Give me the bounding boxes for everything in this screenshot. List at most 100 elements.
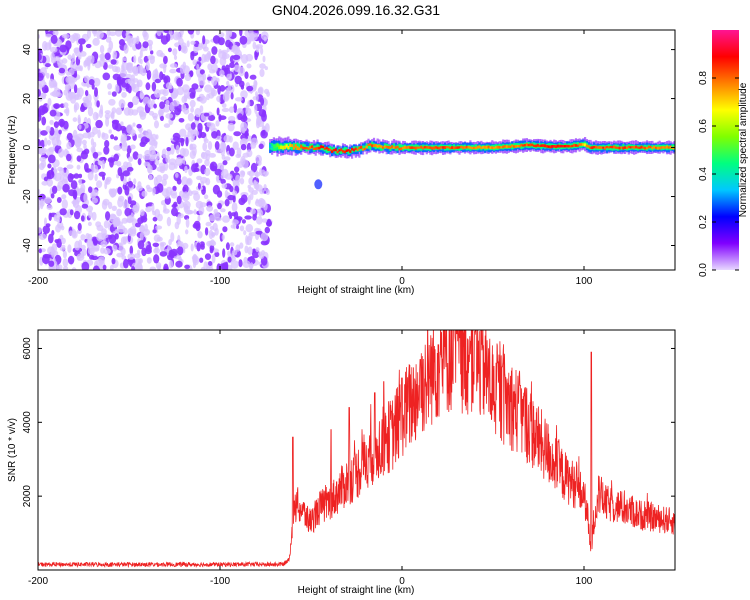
track-cell: [516, 144, 519, 148]
noise-blob: [234, 97, 243, 102]
noise-blob: [107, 91, 112, 96]
track-cell: [560, 144, 563, 148]
noise-blob: [59, 208, 67, 216]
noise-blob: [197, 122, 203, 133]
noise-blob: [149, 156, 156, 162]
noise-blob: [66, 132, 73, 141]
track-cell: [616, 146, 619, 149]
noise-blob: [101, 200, 108, 210]
noise-blob: [208, 229, 214, 240]
noise-blob: [210, 239, 215, 247]
track-cell: [429, 146, 432, 149]
track-cell: [314, 147, 317, 150]
noise-blob: [145, 244, 152, 252]
noise-blob: [38, 128, 42, 138]
noise-blob: [257, 86, 264, 96]
noise-blob: [183, 107, 190, 115]
noise-blob: [82, 248, 87, 256]
track-cell: [598, 146, 601, 149]
spectrogram-frame: [37, 29, 676, 271]
noise-blob: [196, 242, 201, 252]
x-tick-label: 100: [576, 276, 593, 287]
noise-blob: [206, 50, 211, 60]
track-cell: [280, 145, 283, 150]
noise-blob: [219, 85, 226, 92]
noise-blob: [142, 130, 147, 135]
track-cell: [529, 143, 532, 147]
noise-blob: [118, 99, 126, 109]
noise-blob: [92, 265, 101, 270]
y-tick-label: 20: [22, 93, 33, 105]
track-cell: [269, 144, 272, 148]
noise-blob: [239, 80, 245, 88]
noise-blob: [219, 56, 227, 66]
noise-blob: [91, 255, 99, 261]
noise-blob: [180, 30, 184, 36]
track-cell: [334, 149, 337, 154]
noise-blob: [230, 92, 234, 100]
noise-blob: [77, 222, 82, 231]
noise-blob: [227, 194, 236, 201]
track-cell: [343, 147, 346, 153]
track-cell: [551, 145, 554, 148]
noise-blob: [214, 141, 220, 150]
noise-blob: [184, 264, 191, 269]
noise-blob: [47, 139, 51, 146]
noise-blob: [259, 203, 265, 209]
track-cell: [309, 146, 312, 149]
noise-blob: [131, 266, 136, 270]
noise-blob: [208, 153, 216, 158]
track-cell: [513, 145, 516, 148]
noise-blob: [139, 92, 145, 99]
noise-blob: [170, 232, 175, 242]
noise-blob: [190, 106, 195, 113]
noise-blob: [168, 239, 172, 246]
noise-blob: [153, 254, 160, 264]
noise-blob: [206, 93, 210, 101]
noise-blob: [93, 77, 101, 87]
track-cell: [523, 143, 527, 147]
noise-blob: [97, 129, 101, 139]
noise-blob: [40, 159, 47, 169]
noise-blob: [141, 190, 148, 197]
track-cell: [591, 146, 594, 150]
track-cell: [647, 145, 650, 149]
noise-blob: [74, 240, 81, 251]
noise-blob: [94, 87, 98, 98]
track-cell: [283, 145, 286, 150]
y-tick-label: 4000: [22, 411, 33, 434]
noise-blob: [156, 166, 165, 172]
noise-blob: [260, 97, 265, 106]
noise-blob: [111, 257, 116, 265]
noise-blob: [182, 184, 189, 194]
noise-blob: [126, 166, 134, 172]
track-cell: [462, 146, 465, 150]
noise-blob: [122, 200, 130, 209]
noise-blob: [135, 38, 140, 45]
noise-blob: [111, 91, 117, 97]
noise-blob: [198, 56, 202, 62]
noise-blob: [38, 189, 41, 195]
noise-blob: [228, 106, 235, 113]
track-cell: [272, 144, 275, 149]
noise-blob: [240, 90, 248, 99]
noise-blob: [163, 123, 171, 128]
track-cell: [520, 143, 523, 147]
noise-blob: [217, 85, 221, 95]
noise-blob: [96, 100, 100, 108]
noise-blob: [164, 75, 171, 84]
x-tick-label: 0: [399, 276, 405, 287]
track-cell: [340, 148, 343, 152]
track-cell: [362, 145, 365, 151]
noise-blob: [132, 78, 139, 83]
track-cell: [296, 146, 299, 150]
noise-blob: [149, 43, 153, 52]
track-cell: [360, 145, 363, 149]
noise-blob: [62, 183, 70, 193]
y-tick-label: -40: [22, 238, 33, 253]
noise-blob: [146, 187, 153, 193]
noise-blob: [122, 57, 128, 62]
track-cell: [602, 146, 605, 149]
noise-blob: [94, 173, 98, 182]
